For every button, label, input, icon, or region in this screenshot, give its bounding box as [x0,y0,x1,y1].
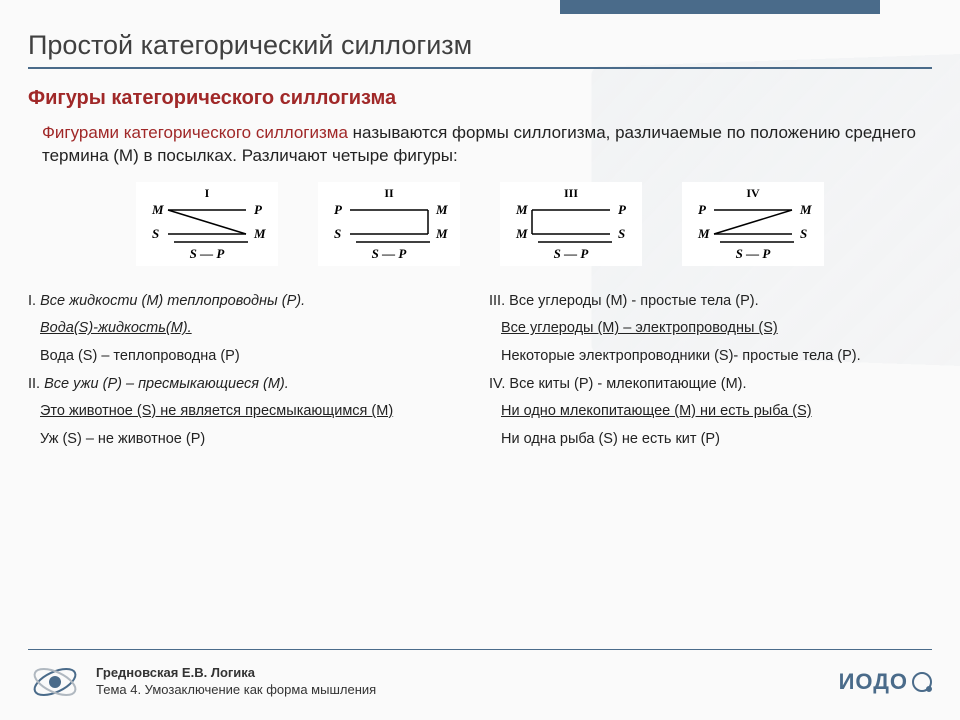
top-accent-bar [560,0,880,14]
right-column: III. Все углероды (М) - простые тела (Р)… [489,288,932,453]
svg-text:M: M [435,202,448,217]
example-ii-premise2: Это животное (S) не является пресмыкающи… [40,398,471,426]
left-column: I. Все жидкости (М) теплопроводны (Р). В… [28,288,471,453]
svg-text:S: S [618,226,625,241]
footer-topic: Тема 4. Умозаключение как форма мышления [96,682,376,699]
example-iii-premise2: Все углероды (М) – электропроводны (S) [501,315,932,343]
svg-text:S: S [334,226,341,241]
svg-text:S — P: S — P [736,246,772,261]
footer-rule [28,649,932,650]
university-logo [28,660,82,704]
footer-row: Гредновская Е.В. Логика Тема 4. Умозаклю… [28,660,932,704]
svg-text:M: M [435,226,448,241]
svg-text:IV: IV [746,186,760,200]
intro-emphasis: Фигурами категорического силлогизма [42,123,348,142]
examples-columns: I. Все жидкости (М) теплопроводны (Р). В… [28,288,932,453]
svg-text:P: P [618,202,627,217]
figure-I: I M P S M S — P [136,182,278,266]
brand-text: ИОДО [839,669,908,695]
brand-logo: ИОДО [839,669,932,695]
svg-text:S: S [800,226,807,241]
page-title: Простой категорический силлогизм [28,30,932,61]
svg-text:M: M [253,226,266,241]
svg-text:III: III [564,186,578,200]
section-subtitle: Фигуры категорического силлогизма [28,87,932,110]
example-iv-conclusion: Ни одна рыба (S) не есть кит (Р) [501,426,932,454]
svg-text:P: P [254,202,263,217]
svg-text:M: M [151,202,164,217]
svg-text:M: M [697,226,710,241]
svg-text:I: I [205,186,210,200]
intro-paragraph: Фигурами категорического силлогизма назы… [42,122,918,168]
svg-text:M: M [515,226,528,241]
figure-II: II P M S M S — P [318,182,460,266]
svg-text:S — P: S — P [372,246,408,261]
svg-text:P: P [334,202,343,217]
example-iv-premise2: Ни одно млекопитающее (М) ни есть рыба (… [501,398,932,426]
svg-text:M: M [799,202,812,217]
example-iii-conclusion: Некоторые электропроводники (S)- простые… [501,343,932,371]
example-i: I. Все жидкости (М) теплопроводны (Р). [28,288,471,316]
example-i-conclusion: Вода (S) – теплопроводна (Р) [40,343,471,371]
example-i-premise2: Вода(S)-жидкость(М). [40,315,471,343]
example-iii: III. Все углероды (М) - простые тела (Р)… [489,288,932,316]
figures-row: I M P S M S — P II P M S M S — P III [28,182,932,266]
title-rule [28,67,932,69]
figure-IV: IV P M M S S — P [682,182,824,266]
footer-author: Гредновская Е.В. Логика [96,665,376,682]
svg-text:S — P: S — P [554,246,590,261]
magnifier-icon [912,672,932,692]
example-iv: IV. Все киты (Р) - млекопитающие (М). [489,371,932,399]
footer-text: Гредновская Е.В. Логика Тема 4. Умозаклю… [96,665,376,699]
svg-text:II: II [384,186,394,200]
svg-text:S — P: S — P [190,246,226,261]
example-ii-conclusion: Уж (S) – не животное (Р) [40,426,471,454]
slide-footer: Гредновская Е.В. Логика Тема 4. Умозаклю… [0,649,960,704]
figure-III: III M P M S S — P [500,182,642,266]
slide-content: Простой категорический силлогизм Фигуры … [0,0,960,463]
svg-text:M: M [515,202,528,217]
svg-text:P: P [698,202,707,217]
example-ii: II. Все ужи (Р) – пресмыкающиеся (М). [28,371,471,399]
svg-text:S: S [152,226,159,241]
